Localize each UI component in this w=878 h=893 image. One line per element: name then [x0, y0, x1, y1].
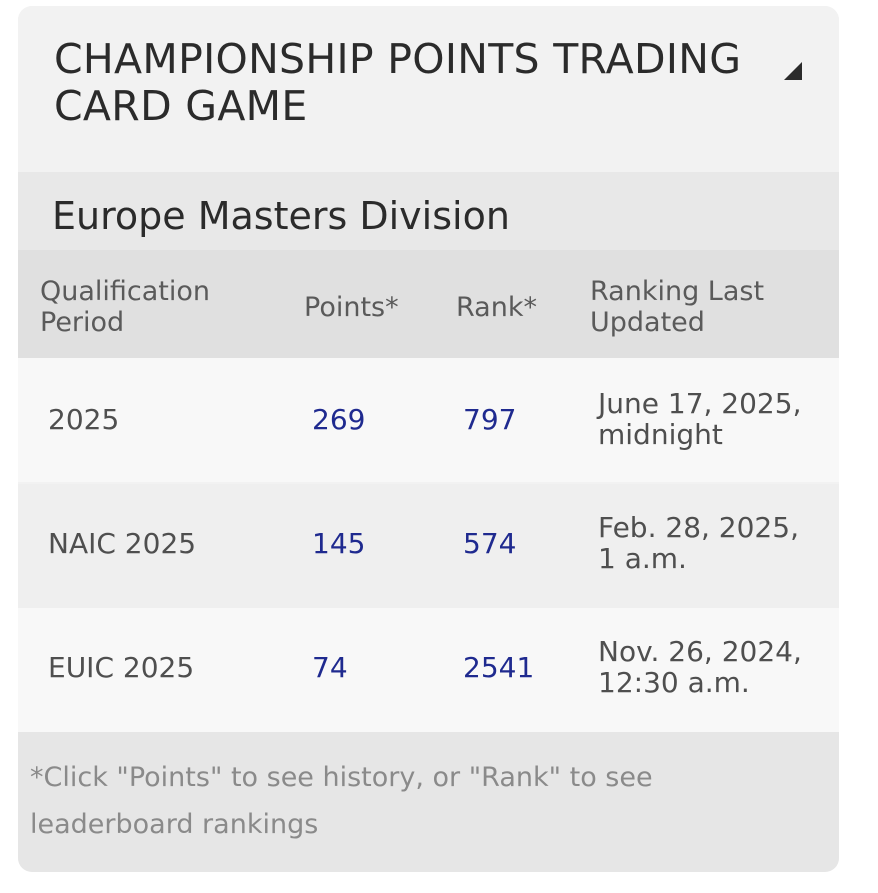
column-header-rank: Rank* — [456, 292, 537, 323]
cell-last-updated: June 17, 2025, midnight — [598, 387, 802, 451]
table-row: NAIC 2025 145 574 Feb. 28, 2025, 1 a.m. — [18, 484, 839, 608]
division-title: Europe Masters Division — [52, 194, 510, 238]
points-link[interactable]: 269 — [312, 403, 366, 436]
table-row: EUIC 2025 74 2541 Nov. 26, 2024, 12:30 a… — [18, 608, 839, 732]
page-title: CHAMPIONSHIP POINTS TRADING CARD GAME — [54, 35, 742, 130]
column-header-points: Points* — [304, 292, 399, 323]
cell-last-updated: Nov. 26, 2024, 12:30 a.m. — [598, 635, 802, 699]
expand-corner-icon[interactable] — [784, 62, 802, 80]
cell-period: 2025 — [48, 403, 120, 436]
cell-last-updated: Feb. 28, 2025, 1 a.m. — [598, 511, 799, 575]
card-header: CHAMPIONSHIP POINTS TRADING CARD GAME — [18, 6, 839, 172]
column-header-ranking-last-updated: Ranking Last Updated — [590, 276, 765, 338]
rank-link[interactable]: 2541 — [463, 651, 535, 684]
points-link[interactable]: 74 — [312, 651, 348, 684]
division-header: Europe Masters Division — [18, 172, 839, 250]
rank-link[interactable]: 574 — [463, 527, 517, 560]
column-header-qualification-period: Qualification Period — [40, 276, 211, 338]
table-row: 2025 269 797 June 17, 2025, midnight — [18, 358, 839, 482]
points-link[interactable]: 145 — [312, 527, 366, 560]
cell-period: NAIC 2025 — [48, 527, 197, 560]
table-header: Qualification Period Points* Rank* Ranki… — [18, 250, 839, 358]
rank-link[interactable]: 797 — [463, 403, 517, 436]
championship-points-card: CHAMPIONSHIP POINTS TRADING CARD GAME Eu… — [18, 6, 839, 872]
footnote: *Click "Points" to see history, or "Rank… — [30, 762, 653, 840]
cell-period: EUIC 2025 — [48, 651, 195, 684]
table-footer: *Click "Points" to see history, or "Rank… — [18, 732, 839, 872]
